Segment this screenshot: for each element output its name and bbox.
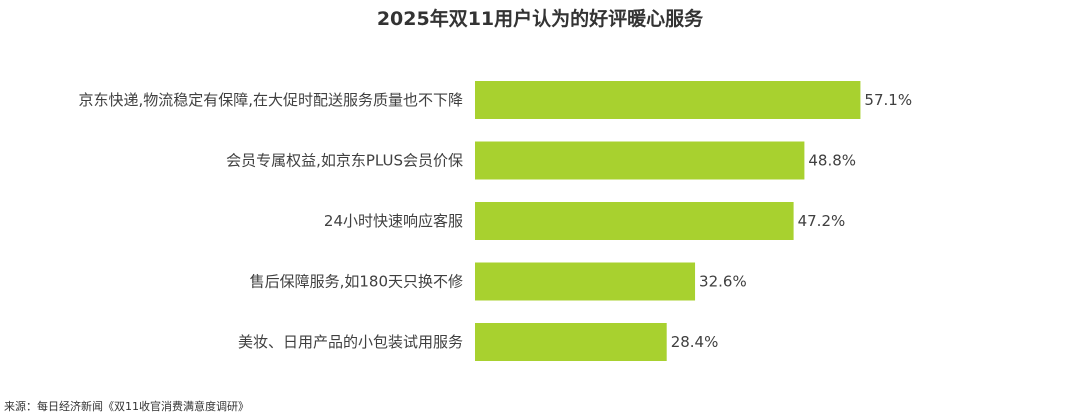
bar — [475, 262, 696, 301]
source-note: 来源：每日经济新闻《双11收官消费满意度调研》 — [4, 400, 249, 413]
bar — [475, 202, 794, 240]
category-label: 京东快递,物流稳定有保障,在大促时配送服务质量也不下降 — [78, 91, 463, 109]
bar — [475, 141, 805, 180]
category-label: 美妆、日用产品的小包装试用服务 — [238, 333, 463, 351]
bar — [475, 323, 667, 361]
value-label: 57.1% — [864, 91, 912, 109]
category-label: 会员专属权益,如京东PLUS会员价保 — [226, 152, 463, 170]
category-label: 24小时快速响应客服 — [324, 212, 463, 230]
value-label: 48.8% — [808, 152, 856, 170]
value-label: 32.6% — [699, 273, 747, 291]
bar — [475, 81, 861, 119]
category-label: 售后保障服务,如180天只换不修 — [250, 273, 463, 291]
value-label: 47.2% — [798, 212, 846, 230]
chart-title: 2025年双11用户认为的好评暖心服务 — [376, 8, 704, 30]
value-label: 28.4% — [671, 333, 719, 351]
